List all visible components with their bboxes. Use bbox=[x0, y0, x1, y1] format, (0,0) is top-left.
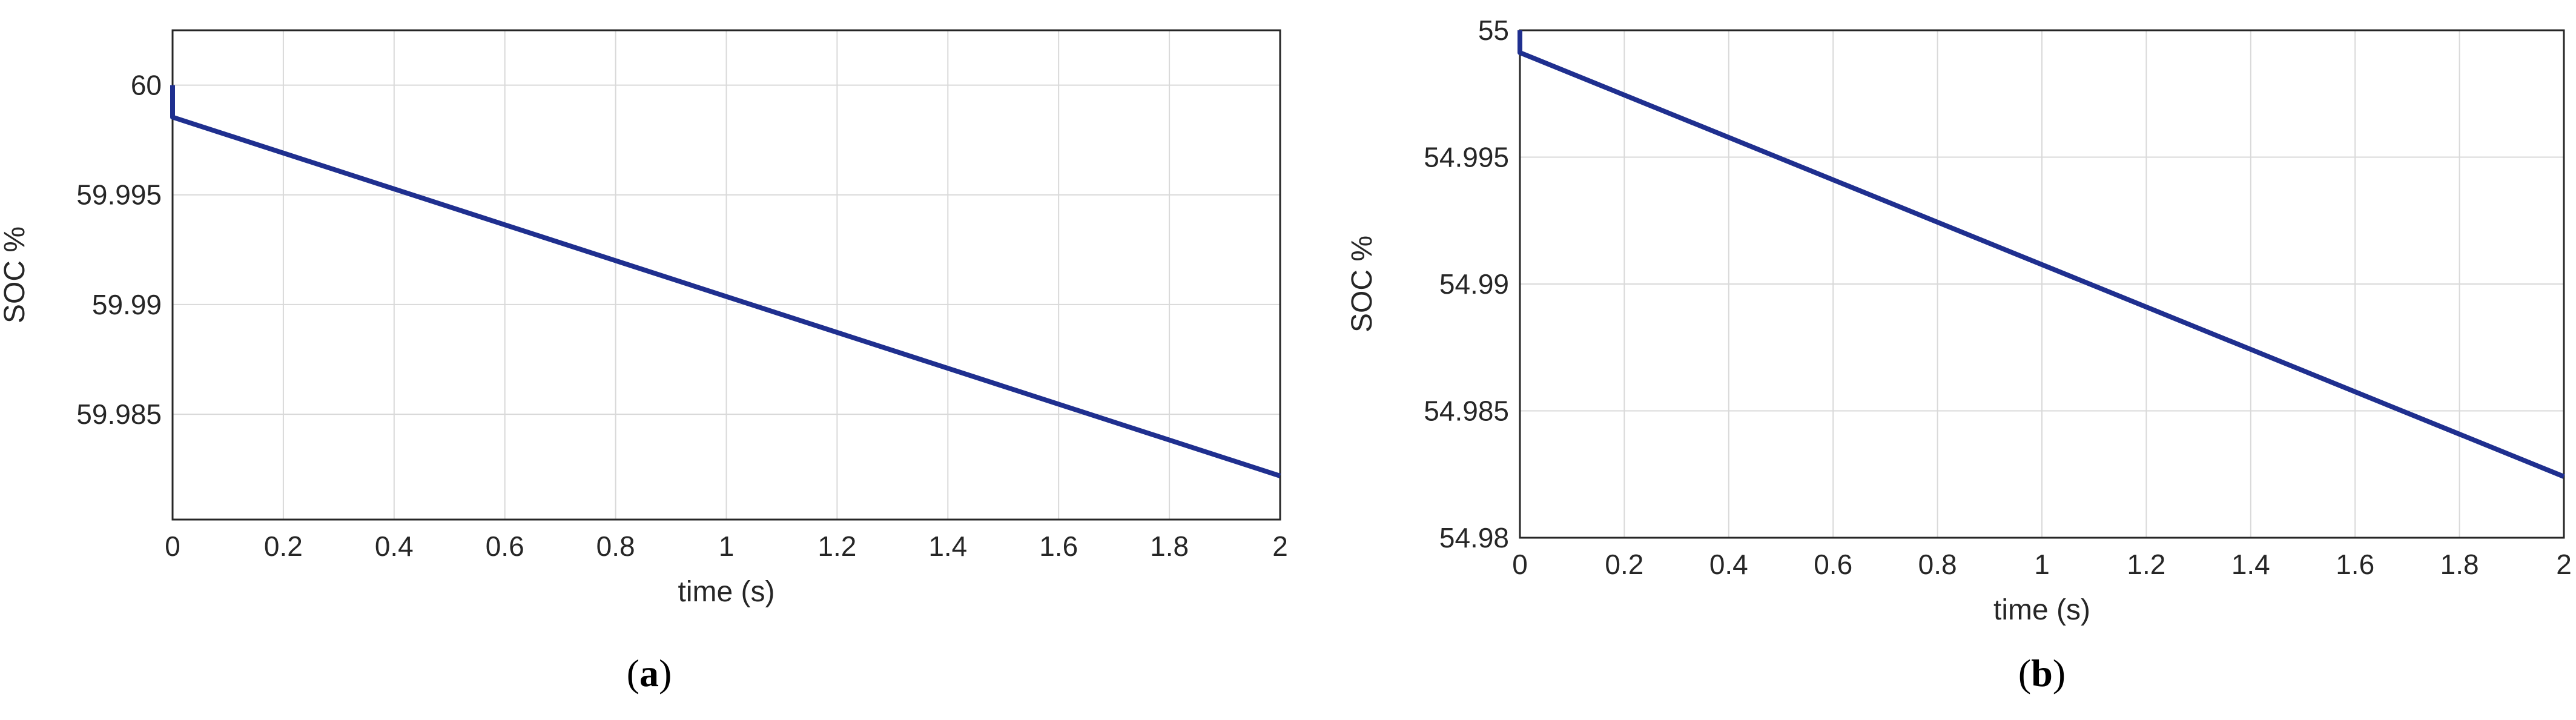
y-tick-label: 59.99 bbox=[92, 289, 162, 320]
y-tick-label: 54.99 bbox=[1439, 268, 1509, 300]
series-line-soc bbox=[1518, 30, 2565, 479]
panel-caption-b: (b) bbox=[2018, 652, 2066, 695]
y-tick-label: 59.995 bbox=[76, 179, 162, 211]
panel-caption-letter: b bbox=[2031, 652, 2053, 695]
series-line-soc bbox=[170, 85, 1281, 478]
chart-panel-a: 59.985 59.99 59.995 60 0 0.2 0.4 0.6 0.8 1 1.2 1.4… bbox=[0, 29, 1288, 695]
panel-caption-a: (a) bbox=[627, 652, 672, 695]
x-tick-label: 2 bbox=[1272, 530, 1288, 562]
plot-area-frame bbox=[171, 29, 1281, 521]
x-tick-label: 0.8 bbox=[1918, 549, 1957, 580]
x-axis-label: time (s) bbox=[678, 576, 775, 608]
x-tick-label: 0.2 bbox=[264, 530, 303, 562]
x-tick-label: 2 bbox=[2556, 549, 2572, 580]
y-tick-labels: 59.985 59.99 59.995 60 bbox=[76, 70, 162, 430]
x-tick-label: 0.4 bbox=[1709, 549, 1748, 580]
y-tick-label: 60 bbox=[131, 70, 162, 101]
x-tick-label: 0.4 bbox=[375, 530, 414, 562]
x-tick-labels: 0 0.2 0.4 0.6 0.8 1 1.2 1.4 1.6 1.8 2 bbox=[165, 530, 1288, 562]
y-tick-labels: 54.98 54.985 54.99 54.995 55 bbox=[1424, 15, 1509, 553]
gridlines bbox=[173, 30, 1280, 520]
x-tick-label: 0.2 bbox=[1605, 549, 1643, 580]
x-tick-label: 1 bbox=[2034, 549, 2050, 580]
panel-caption-letter: a bbox=[639, 652, 659, 695]
x-tick-label: 1 bbox=[719, 530, 735, 562]
x-tick-label: 1.2 bbox=[817, 530, 856, 562]
x-tick-label: 1.2 bbox=[2127, 549, 2165, 580]
gridlines bbox=[1520, 30, 2564, 538]
x-tick-label: 0 bbox=[165, 530, 180, 562]
x-tick-label: 1.4 bbox=[2231, 549, 2270, 580]
y-axis-label: SOC % bbox=[1346, 236, 1378, 332]
chart-panel-b: 54.98 54.985 54.99 54.995 55 0 0.2 0.4 0.6 0.8 1 1… bbox=[1346, 15, 2572, 695]
x-tick-label: 1.8 bbox=[1150, 530, 1189, 562]
y-tick-label: 59.985 bbox=[76, 398, 162, 430]
x-tick-label: 0.6 bbox=[486, 530, 524, 562]
plot-area-frame bbox=[1519, 29, 2565, 539]
x-tick-label: 0 bbox=[1512, 549, 1528, 580]
x-tick-label: 0.6 bbox=[1814, 549, 1852, 580]
x-tick-label: 1.4 bbox=[928, 530, 967, 562]
y-tick-label: 55 bbox=[1478, 15, 1509, 46]
x-tick-label: 0.8 bbox=[596, 530, 635, 562]
y-axis-label: SOC % bbox=[0, 226, 31, 323]
x-tick-labels: 0 0.2 0.4 0.6 0.8 1 1.2 1.4 1.6 1.8 2 bbox=[1512, 549, 2572, 580]
y-tick-label: 54.985 bbox=[1424, 395, 1509, 427]
y-tick-label: 54.98 bbox=[1439, 522, 1509, 553]
x-tick-label: 1.8 bbox=[2440, 549, 2479, 580]
y-tick-label: 54.995 bbox=[1424, 142, 1509, 173]
x-tick-label: 1.6 bbox=[2336, 549, 2374, 580]
x-tick-label: 1.6 bbox=[1039, 530, 1078, 562]
x-axis-label: time (s) bbox=[1993, 594, 2090, 626]
